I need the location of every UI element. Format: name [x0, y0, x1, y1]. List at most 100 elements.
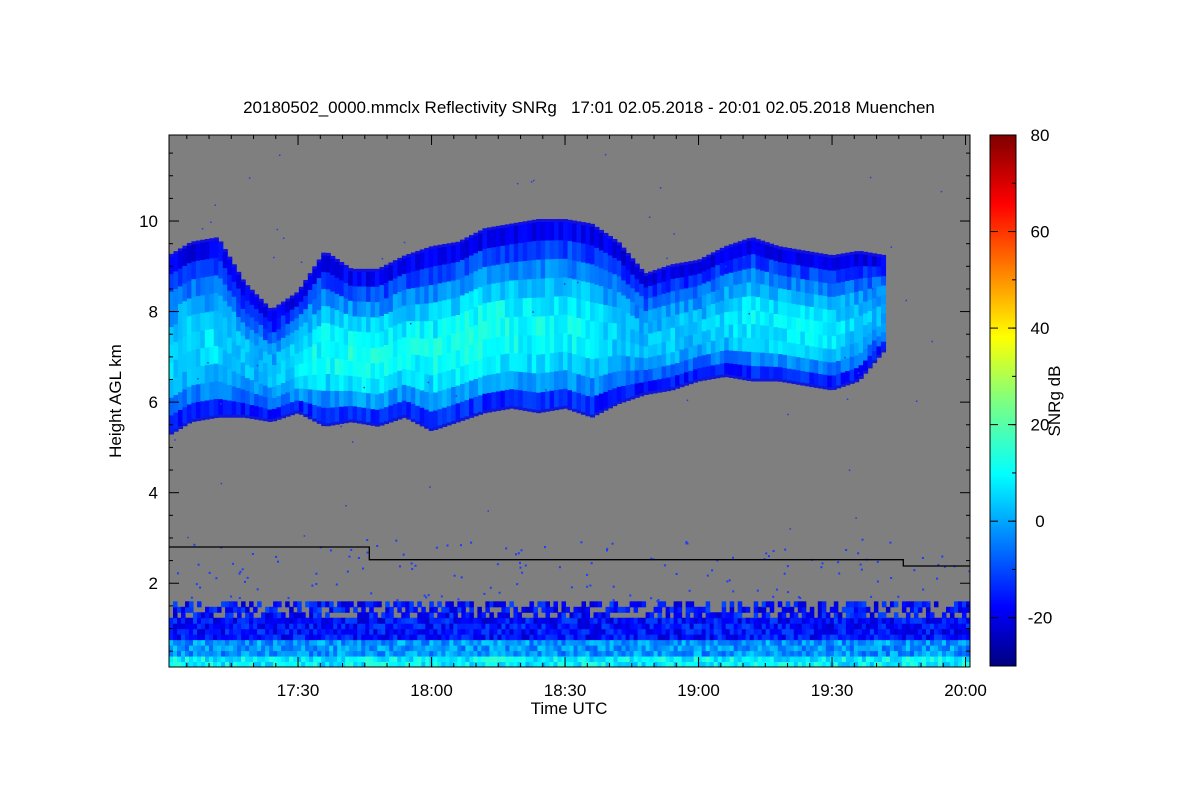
clutter-cell [733, 612, 739, 619]
clutter-cell [489, 645, 494, 652]
clutter-cell [901, 606, 907, 613]
clutter-cell [177, 623, 182, 630]
cloud-cell [182, 353, 188, 372]
clutter-cell [577, 606, 583, 613]
clutter-cell [933, 656, 939, 663]
cloud-top-edge [607, 235, 613, 239]
clutter-cell [521, 628, 526, 635]
clutter-cell [821, 606, 827, 613]
cloud-cell [872, 350, 878, 362]
cloud-cell [782, 301, 788, 316]
cloud-cell [173, 376, 179, 396]
clutter-cell [805, 612, 811, 619]
cloud-cell [352, 315, 358, 332]
cloud-top-edge [370, 268, 376, 272]
cloud-cell [661, 317, 667, 331]
cloud-cell [594, 228, 600, 248]
clutter-cell [565, 650, 570, 657]
clutter-cell [597, 650, 603, 657]
clutter-cell [413, 656, 418, 663]
cloud-cell [442, 407, 448, 426]
cloud-cell [863, 324, 869, 337]
cloud-cell [527, 334, 533, 355]
cloud-cell [549, 277, 555, 297]
clutter-cell [785, 639, 791, 646]
clutter-cell [701, 628, 707, 635]
clutter-cell [321, 628, 326, 635]
clutter-cell [417, 617, 422, 624]
cloud-cell [361, 407, 367, 423]
noise-speckle [435, 546, 438, 549]
clutter-cell [313, 606, 318, 613]
cloud-cell [536, 278, 542, 298]
cloud-cell [245, 312, 251, 327]
cloud-base-edge [670, 387, 676, 391]
cloud-cell [504, 262, 510, 282]
clutter-cell [389, 617, 394, 624]
clutter-cell [929, 612, 935, 619]
clutter-cell [901, 639, 907, 646]
clutter-cell [841, 645, 847, 652]
cloud-cell [469, 237, 475, 256]
clutter-cell [753, 628, 759, 635]
clutter-cell [857, 661, 863, 667]
cloud-cell [518, 297, 524, 317]
cloud-cell [357, 346, 363, 362]
clutter-cell [437, 601, 442, 608]
clutter-cell [777, 617, 783, 624]
clutter-cell [837, 628, 843, 635]
clutter-cell [465, 617, 470, 624]
cloud-cell [383, 375, 390, 392]
cloud-cell [258, 406, 264, 420]
cloud-cell [271, 309, 278, 322]
clutter-cell [269, 634, 274, 641]
clutter-cell [617, 656, 623, 663]
cloud-cell [218, 364, 224, 382]
noise-speckle [604, 153, 607, 156]
cloud-cell [795, 277, 801, 292]
cloud-cell [746, 281, 752, 297]
clutter-cell [917, 645, 923, 652]
clutter-cell [377, 623, 382, 630]
cloud-cell [182, 335, 188, 355]
clutter-cell [917, 639, 923, 646]
cloud-cell [666, 304, 672, 317]
clutter-cell [201, 617, 206, 624]
cloud-cell [204, 311, 210, 330]
clutter-cell [905, 623, 911, 630]
cloud-cell [880, 322, 887, 333]
cloud-cell [209, 257, 215, 277]
clutter-cell [677, 606, 683, 613]
clutter-cell [593, 617, 599, 624]
cloud-top-edge [827, 254, 833, 258]
cloud-cell [325, 322, 331, 341]
cloud-cell [764, 298, 770, 313]
noise-speckle [199, 586, 202, 589]
cloud-cell [321, 254, 327, 273]
clutter-cell [893, 645, 899, 652]
clutter-cell [421, 661, 426, 667]
cloud-cell [374, 270, 381, 287]
noise-speckle [399, 565, 401, 568]
clutter-cell [253, 623, 258, 630]
cloud-top-edge [473, 232, 479, 236]
cloud-cell [352, 285, 358, 302]
clutter-cell [805, 634, 811, 641]
cloud-cell [348, 300, 354, 316]
clutter-cell [597, 639, 603, 646]
clutter-cell [469, 623, 474, 630]
clutter-cell [485, 656, 490, 663]
cloud-cell [267, 397, 273, 410]
cloud-cell [437, 282, 443, 302]
clutter-cell [801, 612, 807, 619]
clutter-cell [429, 601, 434, 608]
cloud-cell [294, 306, 300, 319]
clutter-cell [189, 661, 194, 667]
clutter-cell [869, 639, 875, 646]
clutter-cell [857, 612, 863, 619]
cloud-cell [598, 303, 604, 323]
cloud-cell [263, 396, 269, 409]
cloud-cell [536, 392, 542, 412]
cloud-cell [442, 317, 448, 337]
cloud-cell [589, 263, 595, 284]
